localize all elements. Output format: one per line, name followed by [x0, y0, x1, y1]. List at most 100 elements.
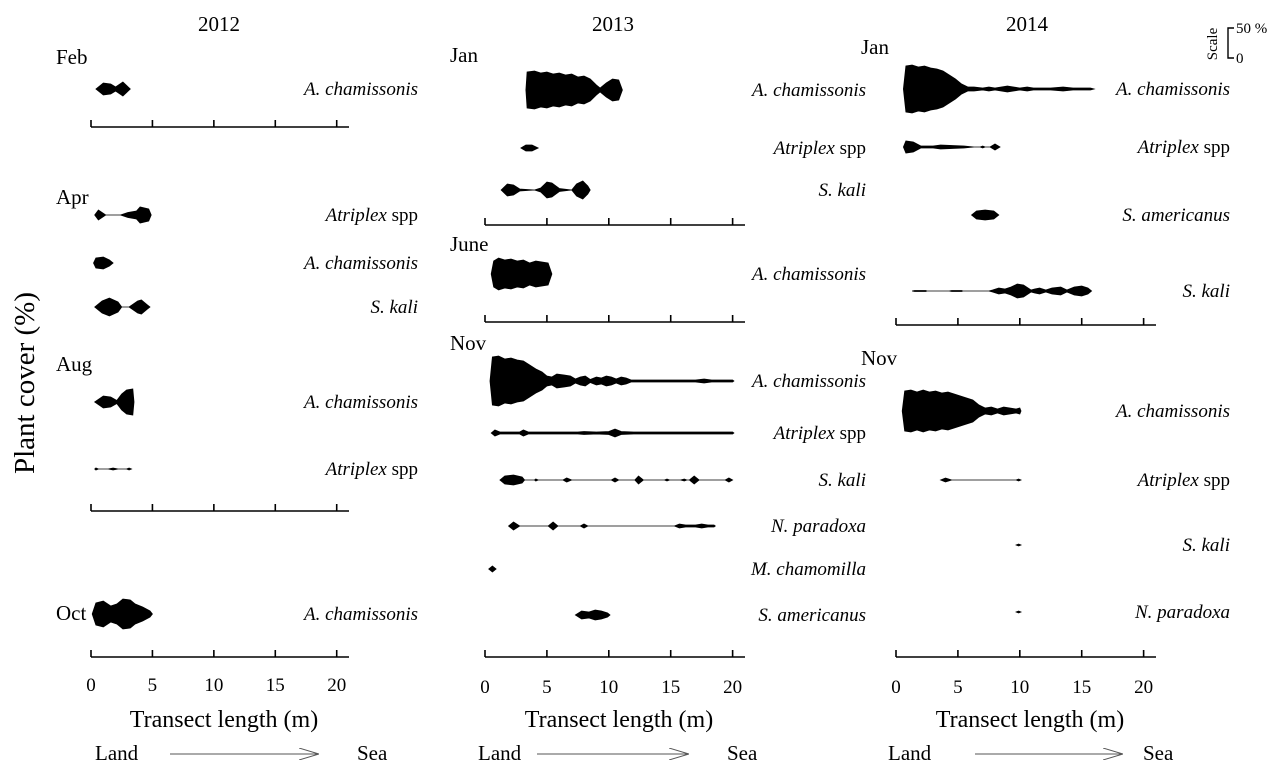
species-row-m-chamomilla: M. chamomilla — [488, 559, 866, 580]
species-label: N. paradoxa — [770, 516, 866, 537]
species-row-s-americanus: S. americanus — [574, 605, 866, 626]
species-row-s-kali: S. kali — [499, 470, 867, 491]
species-label: A. chamissonis — [750, 264, 866, 285]
species-row-n-paradoxa: N. paradoxa — [507, 516, 866, 537]
x-tick-label: 0 — [86, 675, 96, 696]
species-name-italic: S. americanus — [758, 605, 866, 626]
species-name-italic: A. chamissonis — [750, 80, 866, 101]
x-axis — [90, 504, 349, 512]
species-name-italic: S. kali — [371, 297, 419, 318]
species-label: Atriplex spp — [772, 423, 866, 444]
kite-a-chamissonis — [489, 355, 735, 407]
kite-a-chamissonis — [490, 257, 553, 291]
species-name-italic: A. chamissonis — [750, 264, 866, 285]
species-label: Atriplex spp — [324, 459, 418, 480]
kite-s-kali — [500, 180, 591, 200]
species-name-italic: A. chamissonis — [302, 604, 418, 625]
x-axis-label: Transect length (m) — [936, 707, 1124, 733]
kite-s-americanus — [970, 209, 1000, 221]
species-name-italic: N. paradoxa — [770, 516, 866, 537]
x-axis-label: Transect length (m) — [525, 707, 713, 733]
kite-s-kali — [94, 297, 151, 317]
x-tick-label: 10 — [204, 675, 223, 696]
panel-2012: 2012 Feb A. chamissonis Apr Atriplex spp A. … — [56, 12, 418, 765]
x-tick-label: 15 — [661, 677, 680, 698]
x-axis — [895, 318, 1156, 326]
sampling-date-label: June — [450, 232, 489, 256]
kite-n-paradoxa — [1015, 610, 1023, 614]
x-axis — [484, 315, 745, 323]
kite-atriplex-spp — [520, 144, 540, 152]
kite-a-chamissonis — [525, 70, 623, 110]
x-tick-label: 5 — [953, 677, 963, 698]
species-label: A. chamissonis — [302, 604, 418, 625]
kite-atriplex-spp — [94, 206, 152, 224]
species-label: A. chamissonis — [750, 80, 866, 101]
sampling-apr: Apr Atriplex spp A. chamissonis S. kali — [56, 185, 418, 318]
land-label: Land — [478, 741, 522, 765]
scale-bracket — [1227, 27, 1234, 59]
species-name-italic: S. kali — [819, 470, 867, 491]
x-axis — [484, 650, 745, 658]
species-row-a-chamissonis: A. chamissonis — [91, 598, 418, 630]
species-name-italic: Atriplex — [1136, 470, 1200, 491]
species-row-a-chamissonis: A. chamissonis — [902, 64, 1230, 114]
sampling-feb: Feb A. chamissonis — [56, 45, 418, 128]
kite-a-chamissonis — [91, 598, 153, 630]
sea-label: Sea — [357, 741, 388, 765]
species-name-italic: M. chamomilla — [750, 559, 866, 580]
sampling-date-label: Aug — [56, 352, 93, 376]
kite-a-chamissonis — [94, 388, 135, 416]
kite-a-chamissonis — [902, 64, 1096, 114]
kite-atriplex-spp — [939, 477, 1023, 483]
y-axis-label: Plant cover (%) — [9, 292, 41, 474]
species-label: S. americanus — [758, 605, 866, 626]
species-label: S. kali — [371, 297, 419, 318]
x-tick-label: 20 — [327, 675, 346, 696]
land-label: Land — [888, 741, 932, 765]
species-label: S. kali — [1183, 281, 1231, 302]
x-tick-label: 15 — [266, 675, 285, 696]
x-tick-label: 5 — [148, 675, 158, 696]
species-row-a-chamissonis: A. chamissonis — [489, 355, 866, 407]
species-row-atriplex-spp: Atriplex spp — [902, 137, 1230, 158]
kite-s-kali — [912, 283, 1093, 299]
species-label: S. kali — [1183, 535, 1231, 556]
species-name-suffix: spp — [1199, 137, 1230, 158]
sampling-nov: Nov A. chamissonis Atriplex spp S. kali N. p… — [450, 331, 867, 658]
species-label: Atriplex spp — [772, 138, 866, 159]
species-label: A. chamissonis — [750, 371, 866, 392]
scale-bottom-value: 0 — [1236, 51, 1244, 67]
species-row-s-kali: S. kali — [1015, 535, 1231, 556]
scale-label: Scale — [1205, 27, 1221, 60]
x-tick-label: 10 — [1010, 677, 1029, 698]
species-label: A. chamissonis — [1114, 401, 1230, 422]
sea-label: Sea — [1143, 741, 1174, 765]
species-name-italic: A. chamissonis — [1114, 401, 1230, 422]
species-name-italic: A. chamissonis — [1114, 79, 1230, 100]
x-tick-label: 0 — [891, 677, 901, 698]
land-label: Land — [95, 741, 139, 765]
sampling-date-label: Feb — [56, 45, 88, 69]
species-name-suffix: spp — [835, 423, 866, 444]
species-name-italic: A. chamissonis — [302, 253, 418, 274]
species-name-italic: Atriplex — [772, 138, 836, 159]
sampling-date-label: Oct — [56, 601, 86, 625]
species-name-suffix: spp — [1199, 470, 1230, 491]
species-name-italic: S. kali — [1183, 535, 1231, 556]
kite-a-chamissonis — [95, 81, 131, 97]
sampling-jan: Jan A. chamissonis Atriplex spp S. american… — [861, 35, 1230, 326]
species-label: A. chamissonis — [302, 253, 418, 274]
species-label: Atriplex spp — [324, 205, 418, 226]
x-tick-label: 20 — [723, 677, 742, 698]
x-tick-label: 0 — [480, 677, 490, 698]
x-tick-label: 5 — [542, 677, 552, 698]
sampling-date-label: Nov — [450, 331, 487, 355]
species-row-s-kali: S. kali — [912, 281, 1230, 302]
species-name-suffix: spp — [835, 138, 866, 159]
kite-atriplex-spp — [94, 467, 133, 471]
species-row-a-chamissonis: A. chamissonis — [901, 389, 1230, 433]
kite-atriplex-spp — [490, 428, 735, 438]
species-row-atriplex-spp: Atriplex spp — [94, 459, 418, 480]
kite-s-americanus — [574, 609, 611, 621]
